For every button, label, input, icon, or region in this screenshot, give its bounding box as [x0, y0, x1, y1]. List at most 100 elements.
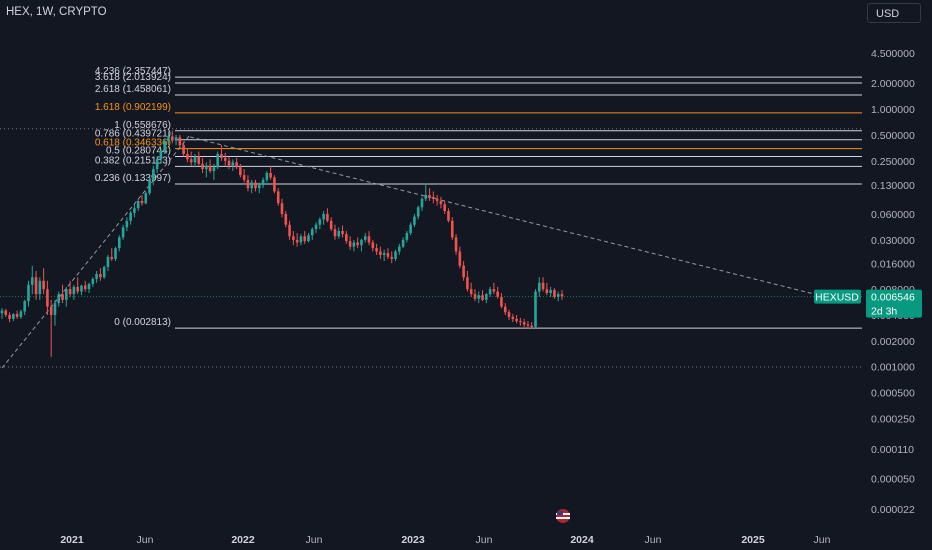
candle-body — [447, 211, 450, 221]
price-axis-tick: 0.060000 — [871, 209, 915, 221]
time-axis: 2021 Jun 2022 Jun 2023 Jun 2024 Jun 2025 Jun — [60, 509, 831, 546]
candle-body — [152, 169, 155, 180]
candle-body — [549, 290, 552, 294]
candle-body — [405, 233, 409, 240]
candle-body — [125, 220, 129, 228]
candle-body — [235, 162, 238, 168]
candle-body — [288, 224, 291, 237]
candle-body — [401, 239, 405, 247]
candle-body — [322, 213, 325, 220]
candle-body — [522, 322, 526, 325]
candle-body — [345, 234, 348, 242]
candle-body — [106, 256, 110, 267]
candle-body — [140, 201, 144, 204]
fib-level-label: 0.382 (0.215153) — [95, 155, 171, 166]
price-axis-tick: 0.000050 — [871, 473, 915, 485]
candle-body — [326, 213, 329, 221]
candle-body — [397, 246, 401, 252]
candle-body — [310, 229, 314, 236]
candle-body — [174, 137, 178, 141]
candle-body — [519, 321, 522, 323]
time-axis-tick: Jun — [476, 534, 493, 546]
candle-body — [553, 290, 556, 297]
candle-body — [556, 294, 560, 297]
candle-body — [121, 227, 125, 238]
candle-body — [367, 236, 371, 243]
candle-body — [265, 173, 269, 180]
candle-body — [530, 325, 534, 327]
candle-body — [280, 203, 284, 214]
candle-body — [515, 318, 518, 322]
fib-level-label: 2.618 (1.458061) — [95, 84, 171, 95]
candle-body — [102, 266, 106, 278]
time-axis-tick: 2025 — [741, 534, 765, 546]
candle-body — [27, 284, 30, 302]
candle-body — [276, 191, 280, 204]
time-axis-tick: Jun — [645, 534, 662, 546]
price-tag-countdown: 2d 3h — [871, 306, 897, 318]
candle-body — [197, 156, 201, 164]
candle-body — [30, 277, 34, 285]
candle-body — [295, 239, 299, 243]
falling-trendline — [189, 136, 831, 299]
candle-body — [273, 177, 276, 192]
candle-body — [386, 253, 390, 257]
price-tag: HEXUSD 0.006546 2d 3h — [814, 289, 922, 318]
price-axis-tick: 0.001000 — [871, 362, 915, 374]
candle-body — [117, 237, 121, 249]
currency-button[interactable]: USD — [867, 3, 921, 23]
candle-body — [360, 239, 363, 246]
price-axis-tick: 0.000110 — [871, 444, 914, 456]
fib-level-label: 3.618 (2.013924) — [95, 72, 171, 83]
candle-body — [246, 179, 250, 189]
candle-body — [261, 179, 265, 186]
price-axis-tick: 0.000500 — [871, 388, 915, 400]
candle-body — [136, 201, 140, 209]
candle-body — [216, 153, 219, 168]
candle-body — [0, 310, 4, 314]
symbol-tag-bg — [814, 289, 861, 304]
candle-body — [212, 167, 216, 172]
time-axis-tick: Jun — [137, 534, 154, 546]
time-axis-tick: 2021 — [60, 534, 84, 546]
candle-body — [223, 157, 227, 161]
candle-body — [4, 310, 8, 315]
candle-body — [413, 216, 416, 225]
candle-body — [49, 306, 53, 315]
candle-body — [485, 294, 488, 300]
price-axis-tick: 0.250000 — [871, 156, 915, 168]
price-axis-tick: 0.002000 — [871, 336, 915, 348]
candle-body — [541, 282, 545, 290]
price-axis-tick: 0.000250 — [871, 413, 915, 425]
candle-body — [269, 173, 272, 178]
fib-level-label: 0.618 (0.346336) — [95, 138, 171, 149]
fib-level-label: 1.618 (0.902199) — [95, 102, 171, 113]
price-tag-value: 0.006546 — [871, 292, 915, 304]
candle-body — [560, 294, 564, 297]
candle-body — [435, 198, 439, 202]
candle-body — [12, 314, 15, 319]
candle-body — [155, 159, 159, 170]
candle-body — [375, 248, 378, 252]
candle-body — [72, 286, 76, 295]
rising-trendline — [1, 134, 191, 369]
candle-body — [307, 235, 310, 242]
candle-body — [356, 242, 359, 246]
candle-body — [409, 224, 412, 234]
candle-body — [348, 241, 352, 247]
candle-body — [186, 153, 189, 160]
fib-retracement: 4.236 (2.357447)3.618 (2.013924)2.618 (1… — [95, 66, 862, 329]
fib-level-label: 0 (0.002813) — [114, 317, 171, 328]
candle-body — [242, 175, 246, 180]
candle-body — [68, 289, 72, 295]
candle-body — [507, 312, 511, 317]
price-axis-tick: 0.130000 — [871, 180, 915, 192]
fib-level-label: 0.786 (0.439721) — [95, 129, 171, 140]
candle-body — [420, 198, 424, 208]
candle-body — [428, 194, 431, 197]
price-axis-tick: 0.016000 — [871, 258, 915, 270]
candle-body — [432, 196, 435, 199]
candle-body — [182, 145, 185, 154]
candle-body — [34, 277, 38, 295]
